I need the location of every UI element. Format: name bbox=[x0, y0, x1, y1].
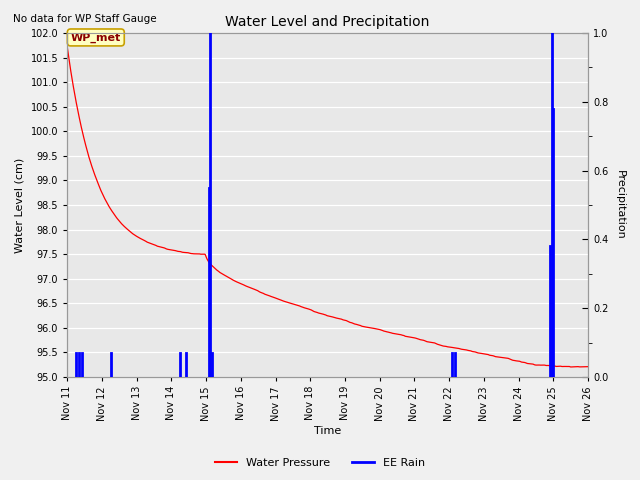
Text: WP_met: WP_met bbox=[70, 32, 121, 43]
Title: Water Level and Precipitation: Water Level and Precipitation bbox=[225, 15, 430, 29]
Y-axis label: Water Level (cm): Water Level (cm) bbox=[15, 157, 25, 252]
Text: No data for WP Staff Gauge: No data for WP Staff Gauge bbox=[13, 14, 156, 24]
X-axis label: Time: Time bbox=[314, 426, 341, 436]
Y-axis label: Precipitation: Precipitation bbox=[615, 170, 625, 240]
Legend: Water Pressure, EE Rain: Water Pressure, EE Rain bbox=[210, 453, 430, 472]
